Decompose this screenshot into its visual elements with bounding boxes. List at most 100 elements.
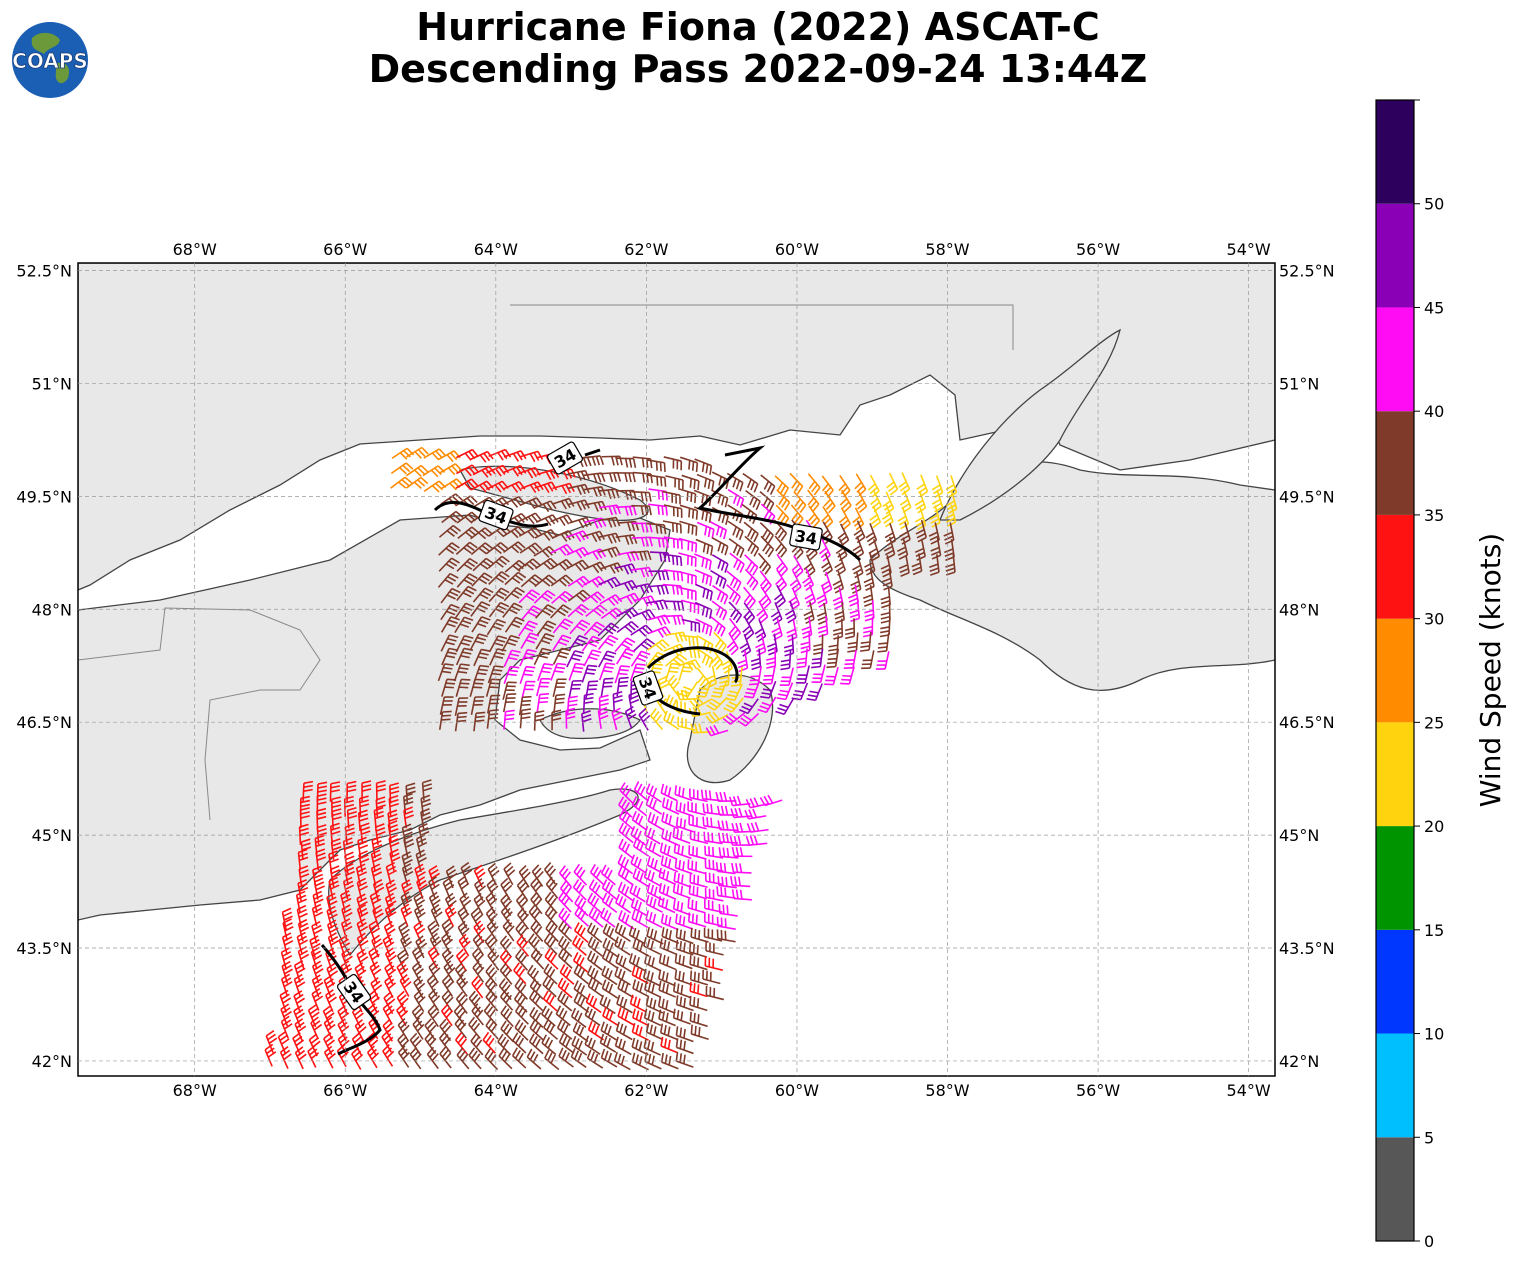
wind-barb <box>711 536 729 556</box>
wind-barb <box>581 664 598 683</box>
wind-barb <box>550 514 574 527</box>
wind-barb <box>415 849 427 872</box>
wind-barb <box>759 491 775 512</box>
wind-barb <box>518 865 531 888</box>
wind-barb <box>673 843 692 860</box>
wind-barb <box>326 892 338 916</box>
wind-barb <box>586 922 603 943</box>
wind-barb <box>454 697 469 716</box>
wind-barb <box>633 638 655 652</box>
wind-barb <box>704 871 724 886</box>
wind-barb <box>316 807 327 829</box>
wind-barb <box>438 557 460 572</box>
colorbar-bin <box>1376 1033 1414 1138</box>
wind-barb <box>811 648 824 669</box>
wind-barb <box>945 504 957 527</box>
wind-barb <box>388 795 399 817</box>
wind-barb <box>533 545 557 558</box>
wind-barb <box>534 574 557 588</box>
wind-barb <box>662 553 683 566</box>
international-border <box>78 607 321 821</box>
wind-barb <box>473 711 486 732</box>
wind-barb <box>775 698 795 716</box>
wind-barb <box>597 622 620 637</box>
wind-barb <box>472 587 494 603</box>
wind-barb <box>401 823 413 846</box>
wind-barb <box>657 896 676 914</box>
wind-barb <box>585 680 599 700</box>
wind-barb <box>533 590 556 604</box>
wind-barb <box>615 472 636 483</box>
wind-barb <box>387 820 399 843</box>
wind-barb <box>545 920 559 943</box>
wind-barb <box>675 801 694 817</box>
colorbar-tick-label: 50 <box>1424 195 1444 214</box>
wind-barb <box>617 881 634 902</box>
wind-barb <box>440 587 461 604</box>
wind-barb <box>755 633 767 657</box>
wind-barb <box>631 536 653 547</box>
wind-barb <box>502 693 517 713</box>
wind-barb <box>589 864 605 886</box>
wind-barb <box>744 535 760 557</box>
wind-barb <box>569 619 591 635</box>
wind-barb <box>520 632 540 649</box>
wind-barb <box>601 879 618 900</box>
wind-barb <box>647 639 670 652</box>
wind-barb <box>441 678 457 697</box>
wind-barb <box>599 471 622 483</box>
wind-barb <box>727 489 745 509</box>
wind-barb <box>943 522 955 545</box>
wind-barb <box>441 931 454 955</box>
wind-barb <box>838 507 851 531</box>
wind-barb <box>599 594 623 607</box>
wind-barb <box>456 573 478 588</box>
wind-barb <box>416 876 428 900</box>
wind-barb <box>551 709 562 731</box>
wind-barb <box>863 568 875 591</box>
wind-barb <box>602 923 619 944</box>
wind-barb <box>519 665 536 684</box>
wind-barb <box>545 876 559 899</box>
wind-barb <box>437 572 459 588</box>
wind-barb <box>469 633 488 651</box>
wind-barb <box>731 847 753 858</box>
wind-barb <box>687 801 706 816</box>
wind-barb <box>629 883 646 903</box>
wind-barb <box>883 536 896 560</box>
land-gaspe-newbrunswick-nova-scotia <box>78 514 671 921</box>
wind-barb <box>566 530 589 542</box>
wind-barb <box>703 927 723 942</box>
wind-barb <box>617 865 634 886</box>
colorbar-bin <box>1376 411 1414 515</box>
wind-barb <box>611 707 623 731</box>
wind-barb <box>663 456 683 471</box>
wind-barb <box>742 617 755 640</box>
colorbar-bin <box>1376 618 1414 723</box>
wind-barb <box>502 681 517 700</box>
wind-barb <box>313 877 325 900</box>
wind-barb <box>658 882 677 900</box>
wind-barb <box>730 807 752 819</box>
wind-barb <box>808 505 821 529</box>
wind-barb <box>679 520 698 536</box>
wind-barb <box>717 820 738 832</box>
wind-barb <box>696 521 715 539</box>
wind-barb <box>661 927 680 944</box>
wind-barb <box>484 933 497 957</box>
wind-barb <box>678 537 698 553</box>
wind-barb <box>667 674 680 698</box>
wind-barb <box>356 918 369 942</box>
wind-barb <box>760 680 777 699</box>
wind-barb <box>757 696 777 714</box>
wind-barb <box>914 538 926 561</box>
wind-barb <box>421 779 433 801</box>
wind-barb <box>373 806 385 829</box>
wind-barb <box>439 463 463 476</box>
wind-barb <box>688 884 708 900</box>
wind-barb <box>581 635 602 652</box>
wind-barb <box>343 795 355 817</box>
wind-barb <box>859 631 872 652</box>
wind-barb <box>597 634 619 651</box>
wind-barb <box>693 506 712 523</box>
